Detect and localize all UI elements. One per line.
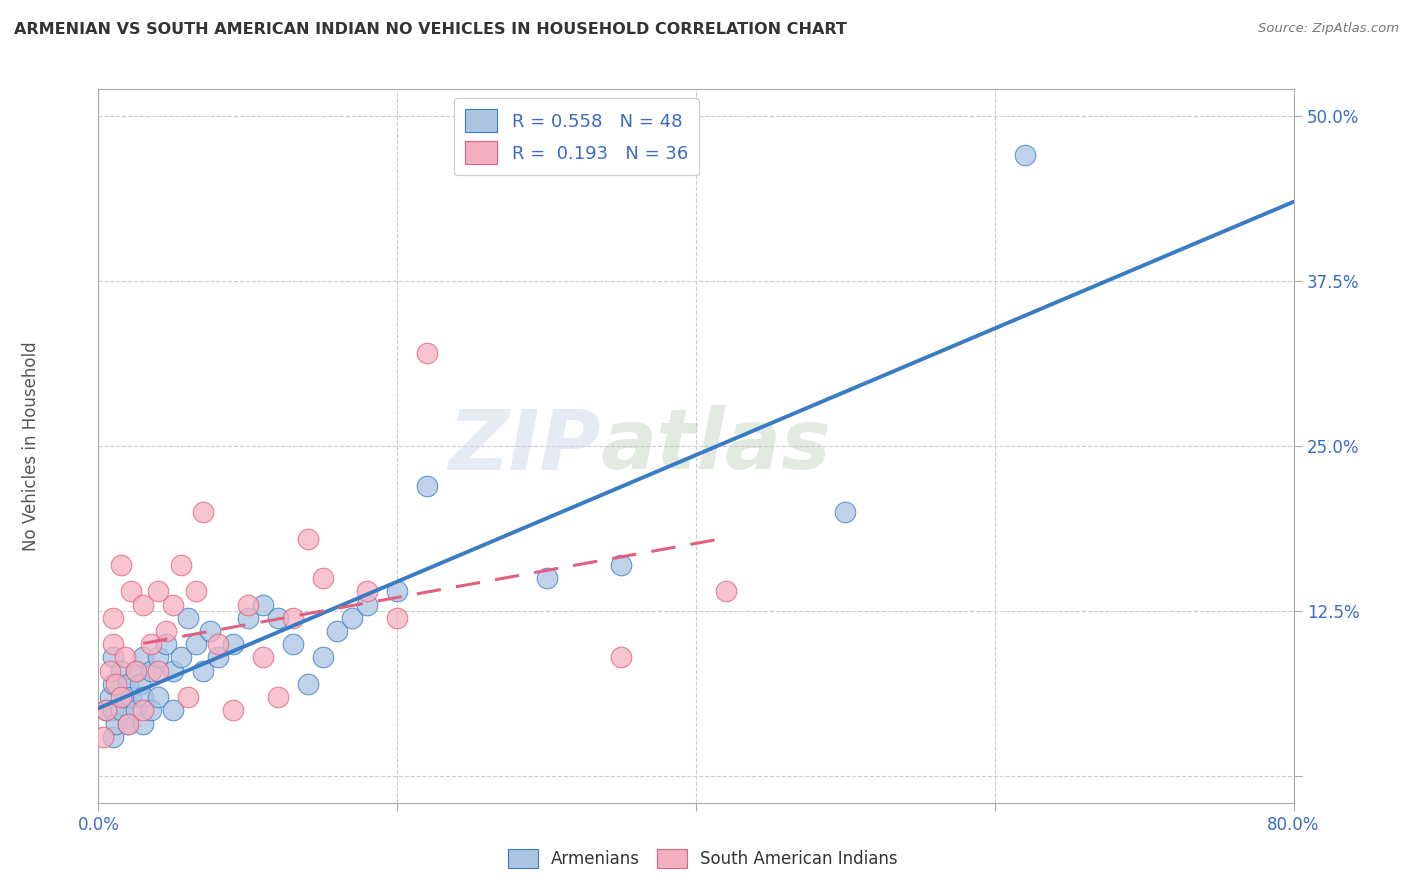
Point: [356, 598, 378, 612]
Point: [326, 624, 349, 638]
Point: [416, 478, 439, 492]
Point: [297, 677, 319, 691]
Point: [103, 611, 125, 625]
Point: [311, 571, 333, 585]
Point: [120, 690, 142, 704]
Point: [536, 571, 558, 585]
Point: [132, 598, 155, 612]
Point: [105, 716, 128, 731]
Point: [162, 664, 184, 678]
Legend: Armenians, South American Indians: Armenians, South American Indians: [502, 842, 904, 875]
Point: [110, 558, 132, 572]
Point: [125, 664, 148, 678]
Point: [114, 690, 136, 704]
Point: [177, 611, 200, 625]
Point: [162, 598, 184, 612]
Point: [191, 664, 214, 678]
Point: [120, 584, 142, 599]
Point: [236, 598, 259, 612]
Point: [98, 664, 122, 678]
Point: [267, 611, 290, 625]
Point: [117, 716, 139, 731]
Text: ZIP: ZIP: [447, 406, 600, 486]
Point: [110, 703, 132, 717]
Point: [385, 611, 409, 625]
Point: [94, 703, 117, 717]
Point: [610, 558, 633, 572]
Point: [281, 611, 304, 625]
Point: [385, 584, 409, 599]
Point: [103, 650, 125, 665]
Point: [148, 664, 170, 678]
Point: [252, 650, 274, 665]
Point: [103, 703, 125, 717]
Point: [177, 690, 200, 704]
Point: [98, 690, 122, 704]
Point: [117, 716, 139, 731]
Point: [162, 703, 184, 717]
Point: [125, 664, 148, 678]
Point: [125, 703, 148, 717]
Point: [155, 637, 177, 651]
Point: [103, 730, 125, 744]
Legend: R = 0.558   N = 48, R =  0.193   N = 36: R = 0.558 N = 48, R = 0.193 N = 36: [454, 98, 699, 176]
Point: [342, 611, 364, 625]
Point: [103, 677, 125, 691]
Point: [184, 637, 207, 651]
Point: [222, 637, 245, 651]
Point: [139, 664, 162, 678]
Point: [94, 703, 117, 717]
Point: [105, 677, 128, 691]
Point: [200, 624, 222, 638]
Point: [416, 346, 439, 360]
Point: [169, 558, 191, 572]
Point: [148, 584, 170, 599]
Text: No Vehicles in Household: No Vehicles in Household: [22, 341, 39, 551]
Point: [236, 611, 259, 625]
Point: [148, 650, 170, 665]
Point: [117, 677, 139, 691]
Point: [110, 690, 132, 704]
Point: [132, 690, 155, 704]
Point: [114, 650, 136, 665]
Point: [252, 598, 274, 612]
Point: [139, 637, 162, 651]
Point: [311, 650, 333, 665]
Point: [207, 650, 229, 665]
Point: [169, 650, 191, 665]
Point: [267, 690, 290, 704]
Point: [184, 584, 207, 599]
Point: [834, 505, 856, 519]
Point: [1014, 148, 1036, 162]
Point: [148, 690, 170, 704]
Point: [155, 624, 177, 638]
Point: [129, 677, 152, 691]
Point: [103, 637, 125, 651]
Point: [610, 650, 633, 665]
Point: [281, 637, 304, 651]
Point: [132, 650, 155, 665]
Point: [714, 584, 737, 599]
Point: [356, 584, 378, 599]
Text: ARMENIAN VS SOUTH AMERICAN INDIAN NO VEHICLES IN HOUSEHOLD CORRELATION CHART: ARMENIAN VS SOUTH AMERICAN INDIAN NO VEH…: [14, 22, 846, 37]
Point: [139, 703, 162, 717]
Point: [207, 637, 229, 651]
Point: [132, 703, 155, 717]
Point: [110, 664, 132, 678]
Text: atlas: atlas: [600, 406, 831, 486]
Point: [132, 716, 155, 731]
Point: [91, 730, 114, 744]
Point: [297, 532, 319, 546]
Point: [191, 505, 214, 519]
Point: [222, 703, 245, 717]
Text: Source: ZipAtlas.com: Source: ZipAtlas.com: [1258, 22, 1399, 36]
